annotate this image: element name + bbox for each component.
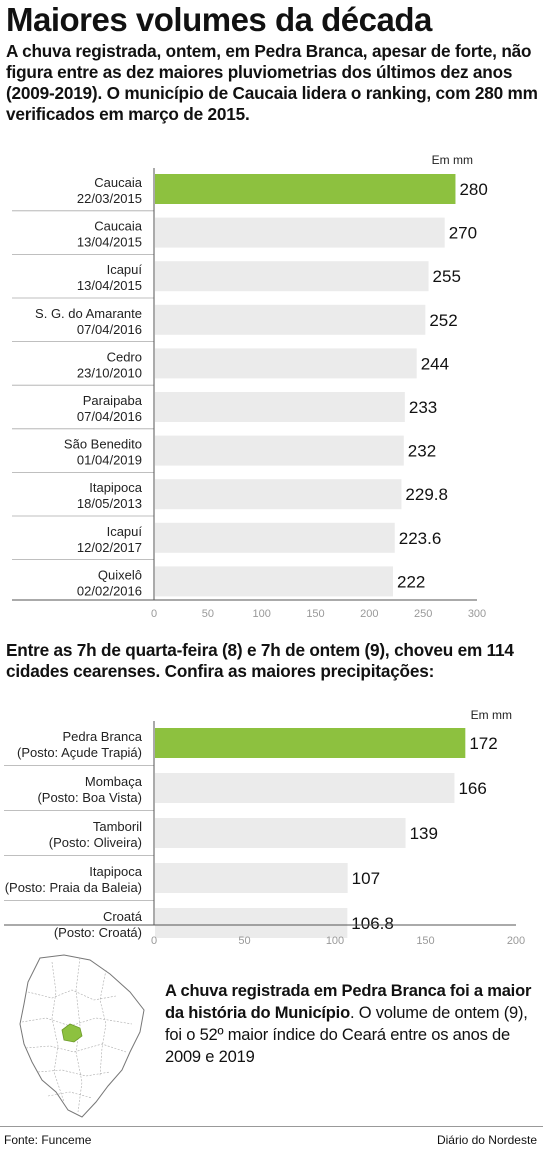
bar	[155, 217, 445, 248]
category-sublabel: (Posto: Boa Vista)	[37, 790, 142, 805]
category-sublabel: 01/04/2019	[77, 453, 142, 468]
value-label: 233	[409, 398, 437, 417]
bar	[155, 773, 455, 803]
category-label: Croatá	[103, 909, 143, 924]
category-sublabel: 23/10/2010	[77, 365, 142, 380]
category-sublabel: 13/04/2015	[77, 278, 142, 293]
bar	[155, 261, 429, 292]
value-label: 222	[397, 572, 425, 591]
tick-label: 50	[238, 935, 250, 947]
tick-label: 200	[360, 608, 378, 620]
category-sublabel: (Posto: Praia da Baleia)	[5, 880, 142, 895]
value-label: 166	[458, 779, 486, 798]
tick-label: 100	[326, 935, 344, 947]
category-sublabel: 07/04/2016	[77, 409, 142, 424]
category-label: Quixelô	[98, 567, 142, 582]
value-label: 139	[410, 824, 438, 843]
pedra-branca-highlight	[61, 1023, 83, 1043]
category-label: Mombaça	[85, 774, 143, 789]
category-label: Paraipaba	[83, 393, 143, 408]
category-label: Tamboril	[93, 819, 142, 834]
value-label: 244	[421, 354, 449, 373]
note-regular: O volume de ontem (9), foi o 52º maior í…	[165, 1004, 528, 1066]
value-label: 223.6	[399, 529, 442, 548]
value-label: 172	[469, 734, 497, 753]
category-sublabel: 18/05/2013	[77, 496, 142, 511]
tick-label: 0	[151, 935, 157, 947]
bar	[155, 728, 466, 758]
category-sublabel: 13/04/2015	[77, 235, 142, 250]
category-label: Itapipoca	[89, 864, 143, 879]
ranking-decade-chart: Em mm280Caucaia22/03/2015270Caucaia13/04…	[12, 153, 488, 620]
tick-label: 0	[151, 608, 157, 620]
category-label: Cedro	[107, 349, 142, 364]
bar	[155, 435, 404, 466]
intro-paragraph: A chuva registrada, ontem, em Pedra Bran…	[6, 41, 538, 124]
bar	[155, 479, 402, 510]
bar	[155, 174, 456, 204]
unit-label: Em mm	[471, 708, 512, 722]
tick-label: 150	[416, 935, 434, 947]
tick-label: 50	[202, 608, 214, 620]
bar	[155, 304, 426, 335]
category-label: S. G. do Amarante	[35, 306, 142, 321]
top-precipitation-chart: Em mm 172 Pedra Branca(Posto: Açude Trapiá…	[4, 708, 525, 947]
ceara-map-icon	[19, 954, 145, 1118]
category-label: Icapuí	[107, 262, 143, 277]
note-bold: A chuva registrada em Pedra Branca foi a…	[165, 982, 532, 1022]
category-sublabel: 02/02/2016	[77, 583, 142, 598]
category-sublabel: 12/02/2017	[77, 540, 142, 555]
category-sublabel: (Posto: Oliveira)	[49, 835, 142, 850]
bar	[155, 908, 348, 938]
category-sublabel: (Posto: Açude Trapiá)	[17, 745, 142, 760]
bar	[155, 566, 394, 597]
unit-label: Em mm	[432, 153, 473, 167]
headline: Maiores volumes da década	[6, 1, 432, 38]
source: Fonte: Funceme	[4, 1133, 92, 1147]
value-label: 229.8	[405, 485, 448, 504]
bar	[155, 863, 348, 893]
bar	[155, 348, 417, 379]
category-label: Caucaia	[94, 175, 142, 190]
value-label: 270	[449, 224, 477, 243]
category-label: Icapuí	[107, 524, 143, 539]
category-label: Itapipoca	[89, 480, 143, 495]
footer-divider	[0, 1126, 543, 1127]
category-label: Pedra Branca	[63, 729, 143, 744]
bar	[155, 818, 406, 848]
bar	[155, 522, 395, 553]
category-sublabel: 22/03/2015	[77, 191, 142, 206]
value-label: 107	[352, 869, 380, 888]
value-label: 106.8	[351, 914, 394, 933]
value-label: 255	[433, 267, 461, 286]
value-label: 252	[429, 311, 457, 330]
category-sublabel: (Posto: Croatá)	[54, 925, 142, 940]
intro-paragraph-2: Entre as 7h de quarta-feira (8) e 7h de …	[6, 640, 514, 681]
tick-label: 150	[306, 608, 324, 620]
tick-label: 100	[252, 608, 270, 620]
value-label: 280	[459, 180, 487, 199]
note: A chuva registrada em Pedra Branca foi a…	[165, 982, 532, 1066]
category-label: Caucaia	[94, 219, 142, 234]
tick-label: 300	[468, 608, 486, 620]
tick-label: 200	[507, 935, 525, 947]
tick-label: 250	[414, 608, 432, 620]
credit: Diário do Nordeste	[436, 1133, 537, 1147]
category-sublabel: 07/04/2016	[77, 322, 142, 337]
bar	[155, 392, 405, 422]
value-label: 232	[408, 442, 436, 461]
category-label: São Benedito	[64, 437, 142, 452]
